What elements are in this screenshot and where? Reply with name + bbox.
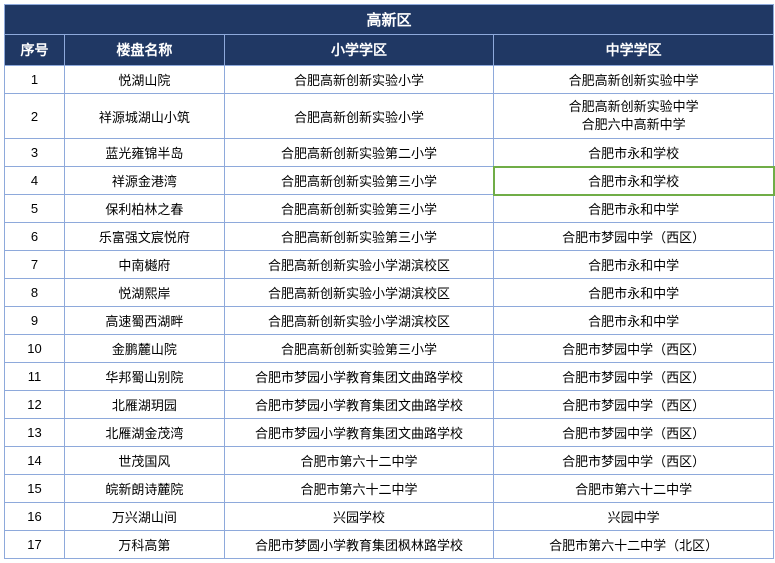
cell-middle: 合肥市第六十二中学（北区） <box>494 531 774 559</box>
cell-name: 祥源城湖山小筑 <box>64 94 224 139</box>
cell-index: 9 <box>5 307 65 335</box>
table-row: 10金鹏麓山院合肥高新创新实验第三小学合肥市梦园中学（西区） <box>5 335 774 363</box>
cell-name: 保利柏林之春 <box>64 195 224 223</box>
cell-index: 13 <box>5 419 65 447</box>
cell-middle: 合肥市永和中学 <box>494 307 774 335</box>
cell-name: 万兴湖山间 <box>64 503 224 531</box>
table-row: 13北雁湖金茂湾合肥市梦园小学教育集团文曲路学校合肥市梦园中学（西区） <box>5 419 774 447</box>
cell-primary: 合肥市梦园小学教育集团文曲路学校 <box>224 419 494 447</box>
table-row: 11华邦蜀山别院合肥市梦园小学教育集团文曲路学校合肥市梦园中学（西区） <box>5 363 774 391</box>
table-row: 14世茂国风合肥市第六十二中学合肥市梦园中学（西区） <box>5 447 774 475</box>
cell-index: 10 <box>5 335 65 363</box>
table-row: 4祥源金港湾合肥高新创新实验第三小学合肥市永和学校 <box>5 167 774 195</box>
table-row: 12北雁湖玥园合肥市梦园小学教育集团文曲路学校合肥市梦园中学（西区） <box>5 391 774 419</box>
col-header-name: 楼盘名称 <box>64 35 224 66</box>
table-row: 3蓝光雍锦半岛合肥高新创新实验第二小学合肥市永和学校 <box>5 139 774 167</box>
cell-primary: 合肥高新创新实验小学湖滨校区 <box>224 279 494 307</box>
table-header-row: 序号 楼盘名称 小学学区 中学学区 <box>5 35 774 66</box>
cell-name: 高速蜀西湖畔 <box>64 307 224 335</box>
cell-name: 北雁湖玥园 <box>64 391 224 419</box>
cell-name: 蓝光雍锦半岛 <box>64 139 224 167</box>
cell-index: 15 <box>5 475 65 503</box>
table-title-row: 高新区 <box>5 5 774 35</box>
cell-middle: 合肥高新创新实验中学合肥六中高新中学 <box>494 94 774 139</box>
cell-middle: 合肥市永和中学 <box>494 251 774 279</box>
cell-index: 5 <box>5 195 65 223</box>
cell-index: 17 <box>5 531 65 559</box>
table-body: 1悦湖山院合肥高新创新实验小学合肥高新创新实验中学2祥源城湖山小筑合肥高新创新实… <box>5 66 774 559</box>
cell-middle: 合肥市第六十二中学 <box>494 475 774 503</box>
cell-middle: 合肥市永和学校 <box>494 167 774 195</box>
cell-middle: 合肥市梦园中学（西区） <box>494 363 774 391</box>
cell-index: 16 <box>5 503 65 531</box>
cell-name: 北雁湖金茂湾 <box>64 419 224 447</box>
cell-primary: 兴园学校 <box>224 503 494 531</box>
table-row: 6乐富强文宸悦府合肥高新创新实验第三小学合肥市梦园中学（西区） <box>5 223 774 251</box>
cell-index: 14 <box>5 447 65 475</box>
cell-index: 2 <box>5 94 65 139</box>
cell-primary: 合肥高新创新实验第三小学 <box>224 195 494 223</box>
cell-middle: 合肥市永和中学 <box>494 195 774 223</box>
cell-index: 7 <box>5 251 65 279</box>
cell-primary: 合肥高新创新实验小学 <box>224 66 494 94</box>
cell-middle: 合肥市永和中学 <box>494 279 774 307</box>
cell-name: 万科高第 <box>64 531 224 559</box>
table-title: 高新区 <box>5 5 774 35</box>
cell-middle: 合肥市梦园中学（西区） <box>494 447 774 475</box>
cell-primary: 合肥市梦园小学教育集团文曲路学校 <box>224 363 494 391</box>
cell-index: 11 <box>5 363 65 391</box>
cell-name: 祥源金港湾 <box>64 167 224 195</box>
table-row: 5保利柏林之春合肥高新创新实验第三小学合肥市永和中学 <box>5 195 774 223</box>
cell-name: 华邦蜀山别院 <box>64 363 224 391</box>
cell-middle: 合肥高新创新实验中学 <box>494 66 774 94</box>
table-row: 1悦湖山院合肥高新创新实验小学合肥高新创新实验中学 <box>5 66 774 94</box>
table-row: 9高速蜀西湖畔合肥高新创新实验小学湖滨校区合肥市永和中学 <box>5 307 774 335</box>
cell-primary: 合肥高新创新实验小学湖滨校区 <box>224 251 494 279</box>
cell-primary: 合肥高新创新实验小学湖滨校区 <box>224 307 494 335</box>
table-row: 8悦湖熙岸合肥高新创新实验小学湖滨校区合肥市永和中学 <box>5 279 774 307</box>
table-row: 15皖新朗诗麓院合肥市第六十二中学合肥市第六十二中学 <box>5 475 774 503</box>
cell-primary: 合肥高新创新实验第三小学 <box>224 167 494 195</box>
cell-middle: 兴园中学 <box>494 503 774 531</box>
cell-name: 悦湖山院 <box>64 66 224 94</box>
cell-primary: 合肥高新创新实验小学 <box>224 94 494 139</box>
cell-index: 3 <box>5 139 65 167</box>
cell-name: 中南樾府 <box>64 251 224 279</box>
cell-middle: 合肥市梦园中学（西区） <box>494 419 774 447</box>
col-header-middle: 中学学区 <box>494 35 774 66</box>
col-header-index: 序号 <box>5 35 65 66</box>
cell-primary: 合肥市梦园小学教育集团文曲路学校 <box>224 391 494 419</box>
cell-index: 8 <box>5 279 65 307</box>
cell-middle: 合肥市永和学校 <box>494 139 774 167</box>
cell-primary: 合肥高新创新实验第三小学 <box>224 335 494 363</box>
cell-primary: 合肥高新创新实验第二小学 <box>224 139 494 167</box>
cell-middle: 合肥市梦园中学（西区） <box>494 391 774 419</box>
cell-index: 12 <box>5 391 65 419</box>
cell-primary: 合肥市第六十二中学 <box>224 447 494 475</box>
cell-middle: 合肥市梦园中学（西区） <box>494 335 774 363</box>
cell-primary: 合肥市梦圆小学教育集团枫林路学校 <box>224 531 494 559</box>
table-row: 2祥源城湖山小筑合肥高新创新实验小学合肥高新创新实验中学合肥六中高新中学 <box>5 94 774 139</box>
cell-index: 1 <box>5 66 65 94</box>
cell-name: 悦湖熙岸 <box>64 279 224 307</box>
cell-middle: 合肥市梦园中学（西区） <box>494 223 774 251</box>
table-row: 16万兴湖山间兴园学校兴园中学 <box>5 503 774 531</box>
cell-name: 皖新朗诗麓院 <box>64 475 224 503</box>
cell-name: 世茂国风 <box>64 447 224 475</box>
cell-primary: 合肥高新创新实验第三小学 <box>224 223 494 251</box>
cell-name: 乐富强文宸悦府 <box>64 223 224 251</box>
cell-index: 6 <box>5 223 65 251</box>
table-row: 17万科高第合肥市梦圆小学教育集团枫林路学校合肥市第六十二中学（北区） <box>5 531 774 559</box>
cell-name: 金鹏麓山院 <box>64 335 224 363</box>
school-district-table: 高新区 序号 楼盘名称 小学学区 中学学区 1悦湖山院合肥高新创新实验小学合肥高… <box>4 4 774 559</box>
table-row: 7中南樾府合肥高新创新实验小学湖滨校区合肥市永和中学 <box>5 251 774 279</box>
cell-index: 4 <box>5 167 65 195</box>
col-header-primary: 小学学区 <box>224 35 494 66</box>
cell-primary: 合肥市第六十二中学 <box>224 475 494 503</box>
